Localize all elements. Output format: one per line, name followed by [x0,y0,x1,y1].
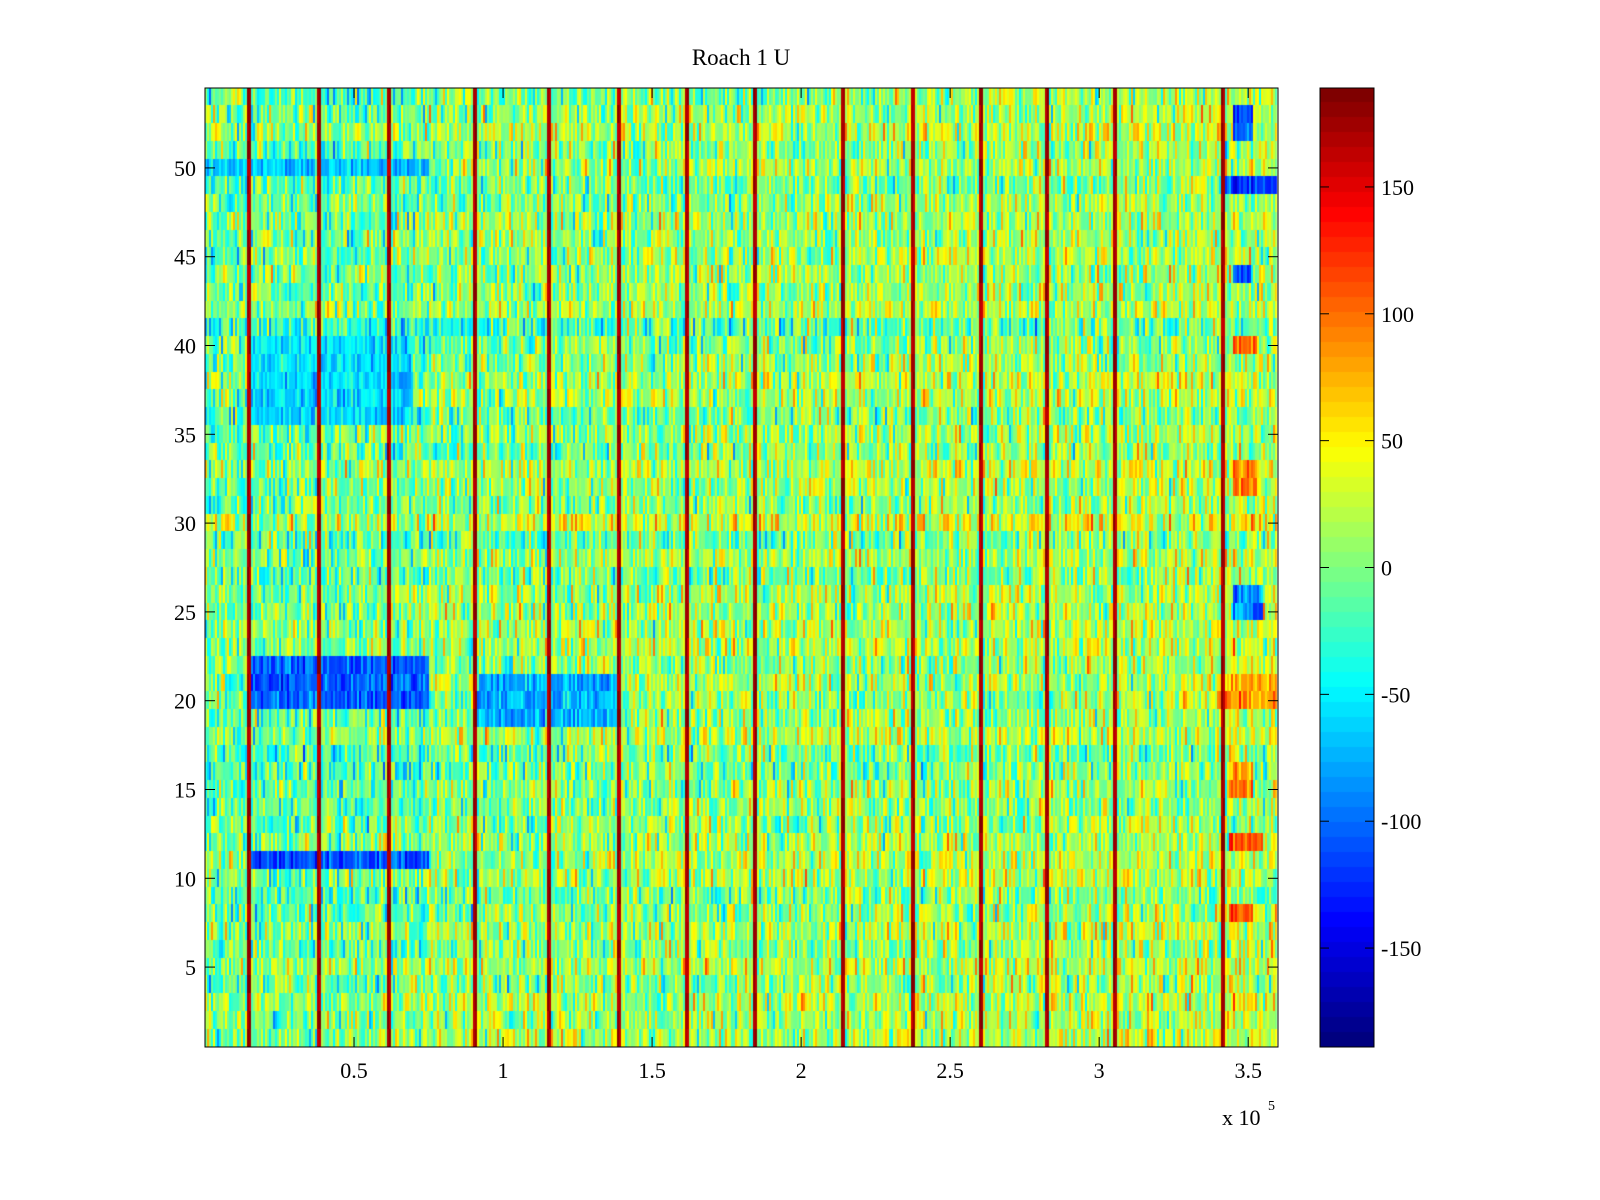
colorbar-axis: 150 100 50 0 -50 -100 -150 [1320,175,1421,961]
colorbar-tick-label: 0 [1381,556,1392,581]
x-tick-label: 3.5 [1234,1058,1262,1083]
colorbar-tick-label: 50 [1381,429,1403,454]
y-tick-label: 30 [174,511,196,536]
y-tick-label: 10 [174,866,196,891]
x-axis: 0.5 1 1.5 2 2.5 3 3.5 [340,88,1262,1083]
x-tick-label: 2.5 [936,1058,964,1083]
x-exponent-label: x 10 [1222,1105,1261,1130]
x-tick-label: 1.5 [638,1058,666,1083]
y-tick-label: 35 [174,422,196,447]
x-tick-label: 2 [796,1058,807,1083]
y-tick-label: 25 [174,600,196,625]
y-tick-label: 5 [185,955,196,980]
x-tick-label: 1 [498,1058,509,1083]
y-tick-label: 50 [174,156,196,181]
axes-frame [204,87,1279,1048]
heatmap-cells [205,88,1278,1047]
y-tick-label: 15 [174,777,196,802]
colorbar-tick-label: 100 [1381,302,1414,327]
y-tick-label: 40 [174,334,196,359]
colorbar-tick-label: -100 [1381,809,1421,834]
x-tick-label: 0.5 [340,1058,368,1083]
colorbar-tick-label: -50 [1381,682,1410,707]
chart-title: Roach 1 U [692,45,791,70]
colorbar-tick-label: 150 [1381,175,1414,200]
colorbar-tick-label: -150 [1381,936,1421,961]
y-tick-label: 45 [174,245,196,270]
y-tick-label: 20 [174,689,196,714]
x-exponent: 5 [1268,1099,1275,1114]
x-tick-label: 3 [1094,1058,1105,1083]
y-axis: 5 10 15 20 25 30 35 40 45 50 [174,156,1278,980]
